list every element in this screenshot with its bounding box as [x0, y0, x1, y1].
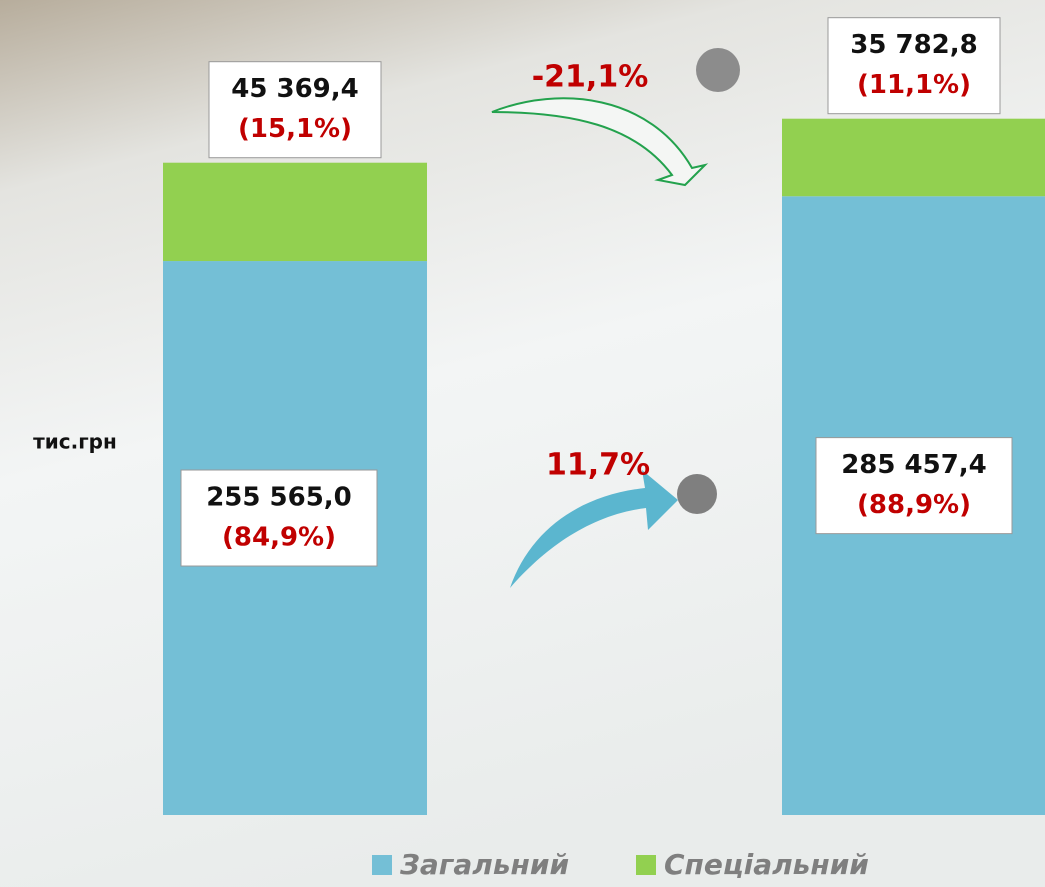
- value-label: 285 457,4: [841, 450, 987, 480]
- legend-label: Спеціальний: [664, 848, 869, 881]
- label-box: [208, 61, 382, 159]
- bar-segment: [782, 118, 1045, 197]
- plot: 255 565,0 (84,9%) 45 369,4 (15,1%) 285 457,4…: [163, 17, 1045, 815]
- value-label: 45 369,4: [231, 74, 358, 104]
- label-box: [827, 17, 1001, 115]
- label-box: [815, 437, 1013, 535]
- decrease-arrow: [491, 97, 709, 187]
- increase-arrow: [510, 470, 678, 588]
- share-label: (88,9%): [857, 490, 971, 520]
- share-label: (84,9%): [222, 523, 336, 553]
- share-label: (11,1%): [857, 70, 971, 100]
- bar-segment: [163, 162, 427, 262]
- annotation: 11,7%: [546, 448, 650, 483]
- legend: Загальний Спеціальний: [372, 848, 869, 881]
- dot: [696, 48, 740, 92]
- value-label: 255 565,0: [206, 483, 352, 513]
- annotation: -21,1%: [532, 60, 649, 95]
- legend-swatch: [372, 855, 392, 875]
- dot: [677, 474, 717, 514]
- value-label: 35 782,8: [850, 30, 977, 60]
- legend-swatch: [636, 855, 656, 875]
- label-box: [180, 469, 378, 567]
- legend-label: Загальний: [399, 848, 569, 881]
- y-axis-label: тис.грн: [33, 430, 117, 454]
- share-label: (15,1%): [238, 114, 352, 144]
